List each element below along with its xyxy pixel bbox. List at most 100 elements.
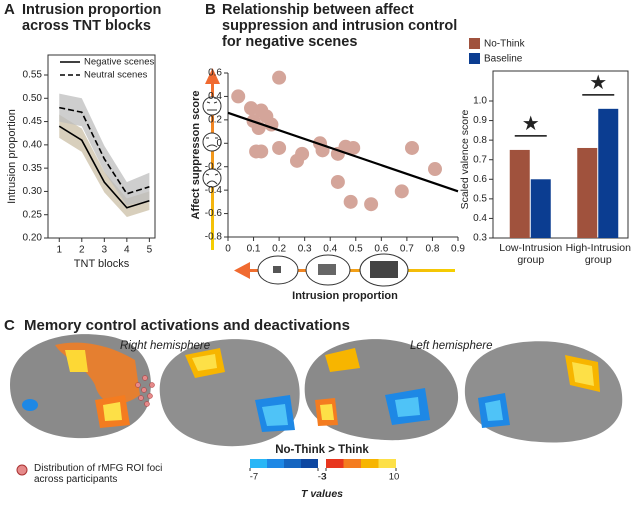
x-tick-label: 2	[79, 245, 85, 256]
colorbar-segment	[301, 459, 318, 468]
legend-label: Negative scenes	[84, 57, 154, 68]
hemisphere-label: Right hemisphere	[120, 340, 211, 352]
scatter-point	[405, 140, 419, 155]
x-tick-label: 0.6	[374, 244, 388, 255]
y-tick-label: 0.6	[208, 68, 222, 79]
annotation: ★	[522, 113, 540, 135]
bar	[530, 179, 551, 238]
plot-frame	[47, 54, 156, 239]
legend-label: Neutral scenes	[84, 70, 148, 81]
x-tick-label: Low-Intrusion group	[499, 242, 563, 266]
colorbar-tick-label: 3	[321, 472, 326, 483]
colorbar-segment	[361, 459, 379, 468]
legend-swatch	[469, 38, 480, 49]
x-axis-label: TNT blocks	[74, 258, 130, 270]
legend-swatch	[469, 53, 480, 64]
roi-legend-marker	[16, 464, 28, 476]
brain-left-lateral	[304, 339, 459, 441]
chart-title: Intrusion proportion across TNT blocks	[22, 2, 162, 34]
y-tick-label: 0.35	[23, 163, 43, 174]
brain-left-medial	[464, 341, 623, 443]
section-title: Memory control activations and deactivat…	[24, 317, 350, 334]
colorbar-segment	[284, 459, 301, 468]
error-band	[59, 93, 150, 206]
x-tick-label: 0.1	[247, 244, 261, 255]
y-tick-label: -0.2	[205, 161, 223, 172]
scatter-point	[330, 174, 345, 189]
roi-legend-label: Distribution of rMFG ROI foci across par…	[34, 463, 163, 485]
bar	[577, 147, 598, 238]
bar	[509, 149, 530, 238]
x-tick-label: 3	[102, 245, 108, 256]
y-tick-label: 0.8	[473, 135, 487, 146]
trend-line	[227, 111, 459, 193]
y-tick-label: 1.0	[473, 96, 487, 107]
y-tick-label: -0.4	[205, 185, 223, 196]
x-tick-label: High-Intrusion group	[565, 242, 631, 266]
x-tick-label: 0.5	[349, 244, 363, 255]
chart-title: Relationship between affect suppression …	[222, 2, 458, 50]
colorbar-title: No-Think > Think	[275, 444, 369, 456]
panel-label: B	[205, 1, 216, 18]
colorbar-segment	[378, 459, 396, 468]
x-axis-label: Intrusion proportion	[292, 290, 398, 302]
colorbar-segment	[267, 459, 284, 468]
x-tick-label: 0.2	[272, 244, 286, 255]
brain-right-lateral	[10, 334, 155, 439]
y-tick-label: 0.9	[473, 115, 487, 126]
panel-label: A	[4, 1, 15, 18]
bar	[598, 108, 619, 238]
y-tick-label: 0.4	[208, 91, 222, 102]
x-tick-label: 0.8	[425, 244, 439, 255]
scatter-point	[254, 144, 269, 159]
panel-label: C	[4, 317, 15, 334]
line	[59, 106, 150, 195]
faces	[202, 96, 222, 188]
scatter-point	[343, 194, 358, 209]
brain-right-medial	[159, 339, 300, 447]
affect-arrow	[205, 68, 220, 250]
scene-clouds	[257, 253, 409, 287]
annotation: ★	[589, 72, 607, 94]
colorbar-tick-label: -7	[250, 472, 258, 483]
scatter-point	[394, 184, 409, 199]
scatter-point	[231, 89, 246, 104]
x-tick-label: 0.4	[323, 244, 337, 255]
plot-frame	[492, 70, 629, 239]
hemisphere-label: Left hemisphere	[410, 340, 493, 352]
y-tick-label: 0.25	[23, 209, 43, 220]
colorbar-segment	[343, 459, 361, 468]
x-tick-label: 0	[225, 244, 231, 255]
colorbar-tick-label: -3	[318, 472, 326, 483]
y-axis-label: Affect suppresson score	[190, 91, 202, 220]
colorbar-segment	[326, 459, 344, 468]
y-tick-label: -0.8	[205, 232, 223, 243]
x-tick-label: 5	[147, 245, 153, 256]
legend-label: Baseline	[484, 54, 523, 65]
y-tick-label: -0.6	[205, 208, 223, 219]
colorbar-tick-label: 10	[389, 472, 400, 483]
legend-label: No-Think	[484, 39, 526, 50]
y-tick-label: 0.40	[23, 139, 43, 150]
x-tick-label: 0.7	[400, 244, 414, 255]
scatter-point	[272, 70, 287, 85]
y-tick-label: 0.5	[473, 193, 487, 204]
x-tick-label: 4	[124, 245, 130, 256]
scatter-point	[346, 140, 361, 155]
y-tick-label: 0.45	[23, 116, 43, 127]
y-tick-label: 0.30	[23, 186, 43, 197]
y-tick-label: 0.2	[208, 114, 222, 125]
y-tick-label: 0.50	[23, 93, 43, 104]
x-tick-label: 0.3	[298, 244, 312, 255]
y-axis-label: Scaled valence score	[459, 109, 471, 209]
y-tick-label: 0.6	[473, 174, 487, 185]
scatter-point	[272, 140, 287, 155]
y-tick-label: 0.3	[473, 233, 487, 244]
y-tick-label: 0.55	[23, 70, 43, 81]
y-tick-label: 0	[216, 138, 222, 149]
y-tick-label: 0.20	[23, 233, 43, 244]
colorbar-segment	[250, 459, 267, 468]
y-axis-label: Intrusion proportion	[6, 109, 18, 204]
